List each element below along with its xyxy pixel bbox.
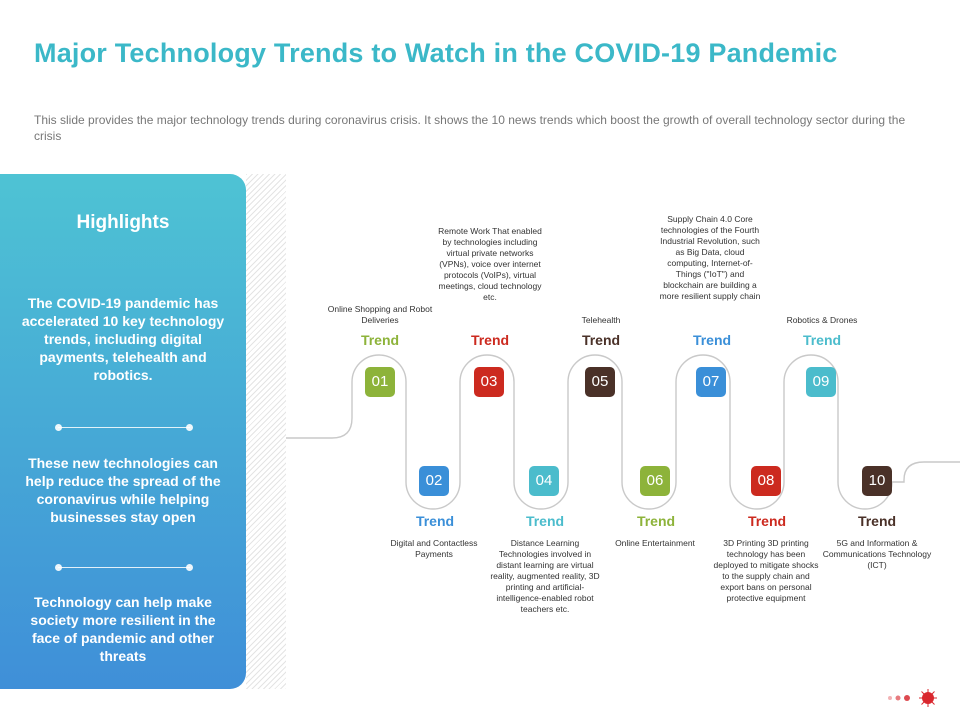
trend-04-description: Distance Learning Technologies involved … <box>490 538 600 614</box>
highlights-title: Highlights <box>76 212 170 233</box>
trend-10-description: 5G and Information & Communications Tech… <box>822 538 932 570</box>
trend-09-label: Trend <box>802 332 842 348</box>
trend-02-label: Trend <box>415 513 455 529</box>
trend-01-description: Online Shopping and Robot Deliveries <box>327 304 433 325</box>
trend-06-badge: 06 <box>640 466 670 496</box>
highlight-separator <box>55 564 193 571</box>
trend-03-description: Remote Work That enabled by technologies… <box>438 226 542 302</box>
trend-05-label: Trend <box>581 332 621 348</box>
trend-07-label: Trend <box>692 332 732 348</box>
trend-04-badge: 04 <box>529 466 559 496</box>
highlight-item: The COVID-19 pandemic has accelerated 10… <box>21 295 225 383</box>
trend-02-badge: 02 <box>419 466 449 496</box>
trend-03-badge: 03 <box>474 367 504 397</box>
trend-07-badge: 07 <box>696 367 726 397</box>
decorative-dots-icon <box>888 689 937 707</box>
trend-08-badge: 08 <box>751 466 781 496</box>
trend-06-label: Trend <box>636 513 676 529</box>
trend-09-badge: 09 <box>806 367 836 397</box>
trend-07-description: Supply Chain 4.0 Core technologies of th… <box>659 214 761 301</box>
trend-05-description: Telehealth <box>581 315 621 325</box>
highlight-item: These new technologies can help reduce t… <box>25 455 221 525</box>
hatch-decoration <box>246 174 286 689</box>
trend-08-label: Trend <box>747 513 787 529</box>
trend-05-badge: 05 <box>585 367 615 397</box>
trend-10-badge: 10 <box>862 466 892 496</box>
trend-04-label: Trend <box>525 513 565 529</box>
trend-09-description: Robotics & Drones <box>786 315 858 325</box>
trend-03-label: Trend <box>470 332 510 348</box>
highlight-separator <box>55 424 193 431</box>
slide-subtitle: This slide provides the major technology… <box>34 113 906 143</box>
highlight-item: Technology can help make society more re… <box>30 594 216 664</box>
trend-01-label: Trend <box>360 332 400 348</box>
trend-01-badge: 01 <box>365 367 395 397</box>
highlights-panel <box>0 174 246 689</box>
trend-02-description: Digital and Contactless Payments <box>390 538 478 559</box>
trend-10-label: Trend <box>857 513 897 529</box>
trend-08-description: 3D Printing 3D printing technology has b… <box>713 538 819 603</box>
trend-06-description: Online Entertainment <box>615 538 695 548</box>
slide-title: Major Technology Trends to Watch in the … <box>34 38 838 68</box>
